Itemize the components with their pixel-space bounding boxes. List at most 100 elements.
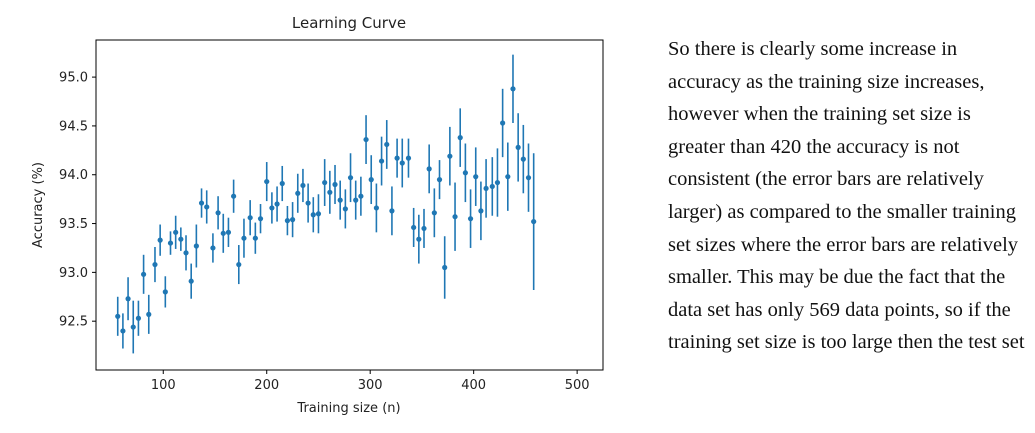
data-point xyxy=(337,180,343,220)
data-point xyxy=(416,214,422,264)
data-point xyxy=(157,224,163,256)
point-marker xyxy=(183,250,189,256)
point-marker xyxy=(467,216,474,222)
y-axis: 92.5 93.0 93.5 94.0 94.5 95.0 xyxy=(59,71,96,330)
point-marker xyxy=(426,166,432,172)
data-point xyxy=(358,176,364,216)
point-marker xyxy=(378,158,385,164)
data-point xyxy=(198,188,205,218)
point-marker xyxy=(120,328,126,334)
data-point xyxy=(310,197,316,233)
point-marker xyxy=(284,218,291,224)
data-point xyxy=(305,183,311,223)
y-tick-label: 93.0 xyxy=(59,266,88,281)
data-point xyxy=(215,196,221,230)
data-point xyxy=(173,215,179,249)
data-point xyxy=(426,144,432,194)
point-marker xyxy=(236,261,242,268)
y-tick-label: 94.0 xyxy=(59,168,88,183)
data-point xyxy=(225,217,232,247)
data-point xyxy=(183,235,189,271)
x-tick-label: 300 xyxy=(358,378,383,393)
point-marker xyxy=(115,313,121,319)
point-marker xyxy=(347,175,354,181)
point-marker xyxy=(452,214,458,220)
commentary-paragraph: So there is clearly some increase in acc… xyxy=(668,38,1025,354)
point-marker xyxy=(300,182,306,189)
x-tick-label: 200 xyxy=(254,378,279,393)
data-point xyxy=(531,153,537,290)
point-marker xyxy=(264,178,270,185)
plot-area xyxy=(115,54,537,354)
point-marker xyxy=(510,86,516,92)
point-marker xyxy=(442,264,448,271)
point-marker xyxy=(483,185,489,192)
point-marker xyxy=(289,217,296,223)
point-marker xyxy=(310,212,316,218)
point-marker xyxy=(327,189,333,195)
point-marker xyxy=(204,204,210,210)
data-point xyxy=(130,300,136,354)
data-point xyxy=(483,159,489,218)
data-point xyxy=(300,168,306,203)
point-marker xyxy=(231,193,237,199)
data-point xyxy=(510,54,516,123)
data-point xyxy=(378,136,385,186)
data-point xyxy=(274,186,280,222)
data-point xyxy=(489,157,495,216)
point-marker xyxy=(247,215,253,221)
data-point xyxy=(525,143,532,212)
data-point xyxy=(269,192,275,224)
point-marker xyxy=(274,201,280,207)
point-marker xyxy=(337,197,343,203)
data-point xyxy=(342,189,348,229)
point-marker xyxy=(494,179,501,186)
point-marker xyxy=(525,175,532,181)
point-marker xyxy=(252,235,258,241)
commentary-text: So there is clearly some increase in acc… xyxy=(668,33,1028,359)
point-marker xyxy=(405,155,412,161)
point-marker xyxy=(515,144,521,150)
data-point xyxy=(115,296,121,336)
point-marker xyxy=(457,135,463,141)
y-tick-label: 95.0 xyxy=(59,71,88,86)
point-marker xyxy=(295,190,301,196)
data-point xyxy=(394,138,400,178)
point-marker xyxy=(215,210,221,216)
point-marker xyxy=(489,183,495,190)
point-marker xyxy=(315,211,322,217)
data-point xyxy=(500,88,506,158)
data-point xyxy=(462,143,468,203)
learning-curve-chart: Learning Curve 100 200 300 400 500 92.5 93.0 9… xyxy=(31,14,604,416)
point-marker xyxy=(373,205,380,211)
y-tick-label: 93.5 xyxy=(59,217,88,232)
data-point xyxy=(505,142,511,211)
point-marker xyxy=(399,160,405,166)
data-point xyxy=(315,194,322,234)
point-marker xyxy=(436,177,443,183)
data-point xyxy=(353,180,359,220)
data-point xyxy=(252,222,258,254)
point-marker xyxy=(394,155,400,161)
data-point xyxy=(140,254,147,294)
data-point xyxy=(389,186,395,236)
point-marker xyxy=(178,236,184,242)
point-marker xyxy=(384,141,390,148)
point-marker xyxy=(193,243,199,249)
chart-canvas: Learning Curve 100 200 300 400 500 92.593.09… xyxy=(31,14,604,416)
point-marker xyxy=(473,174,479,180)
data-point xyxy=(431,188,437,238)
data-point xyxy=(220,213,226,253)
point-marker xyxy=(368,177,374,183)
data-point xyxy=(236,245,242,285)
point-marker xyxy=(152,261,158,268)
point-marker xyxy=(342,206,348,212)
data-point xyxy=(473,147,479,206)
plot-frame xyxy=(95,39,604,371)
data-point xyxy=(452,182,458,251)
data-point xyxy=(327,170,333,214)
data-point xyxy=(384,120,390,169)
data-point xyxy=(399,138,405,188)
data-point xyxy=(135,300,142,336)
point-marker xyxy=(322,179,328,186)
